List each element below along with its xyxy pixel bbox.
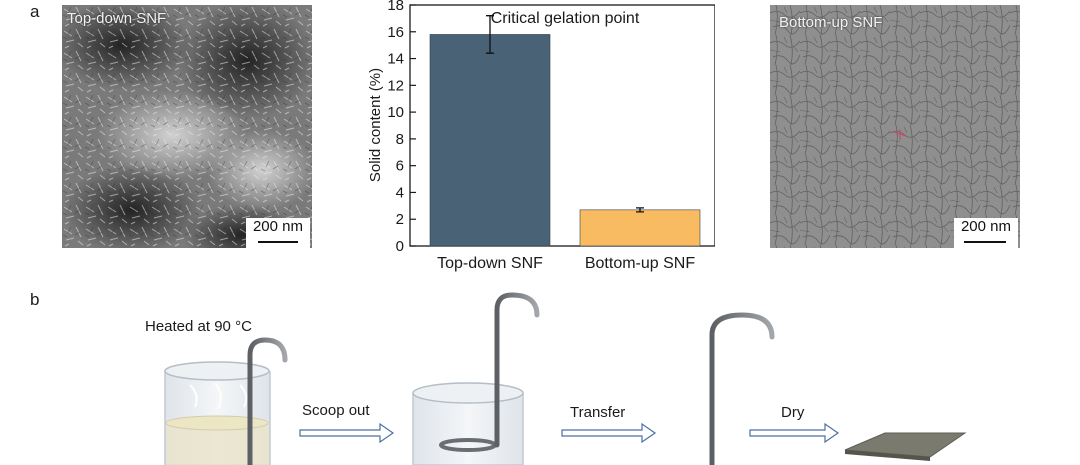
scale-bar-label-right: 200 nm: [954, 218, 1018, 248]
x-tick-label: Top-down SNF: [437, 255, 543, 272]
step-transfer: Transfer: [570, 404, 626, 421]
rod-2: [494, 292, 540, 448]
bars: [429, 15, 701, 247]
arrow-icon-3: [749, 422, 840, 444]
y-tick-label: 18: [387, 0, 404, 14]
tem-texture-bottom-up: [770, 5, 1020, 248]
error-bar: [636, 207, 644, 213]
panel-label-b: b: [30, 290, 40, 309]
y-tick-label: 14: [387, 51, 404, 68]
tem-texture-top-down: [62, 5, 312, 248]
step-scoop-out: Scoop out: [302, 402, 370, 419]
y-tick-label: 16: [387, 24, 404, 41]
arrow-icon-2: [561, 422, 657, 444]
y-tick-label: 0: [396, 238, 404, 255]
step-dry: Dry: [781, 404, 805, 421]
process-illustration: [164, 292, 967, 465]
scale-bar-label: 200 nm: [246, 218, 310, 248]
rod-3: [709, 312, 775, 465]
y-axis-label: Solid content (%): [367, 68, 384, 182]
y-tick-label: 8: [396, 131, 404, 148]
error-bar: [486, 15, 494, 54]
plot-frame: [409, 4, 715, 247]
marker-icon: [893, 129, 907, 140]
chart-title: Critical gelation point: [491, 10, 640, 27]
y-tick-label: 6: [396, 158, 404, 175]
bar: [579, 209, 701, 247]
scale-bar-line: [258, 241, 298, 243]
tem-caption-top-down: Top-down SNF: [67, 10, 167, 27]
heated-label: Heated at 90 °C: [145, 318, 252, 335]
tem-image-bottom-up: Bottom-up SNF 200 nm: [770, 5, 1020, 248]
y-tick-label: 4: [396, 184, 404, 201]
bar-chart: Critical gelation point Solid content (%…: [367, 0, 715, 272]
x-tick-labels: Top-down SNF Bottom-up SNF: [437, 255, 695, 272]
dried-film: [844, 432, 967, 458]
y-tick-label: 2: [396, 211, 404, 228]
beaker-heated: [164, 361, 271, 465]
tem-image-top-down: Top-down SNF 200 nm: [62, 5, 312, 248]
y-tick-label: 12: [387, 77, 404, 94]
y-tick-label: 10: [387, 104, 404, 121]
arrow-icon-1: [299, 422, 395, 444]
rod-1: [247, 337, 288, 465]
x-tick-label: Bottom-up SNF: [585, 255, 695, 272]
y-ticks: 0 2 4 6 8 10 12 14 16 18: [387, 0, 416, 255]
beaker-scoop: [412, 382, 524, 465]
tem-caption-bottom-up: Bottom-up SNF: [779, 14, 883, 31]
bar: [429, 34, 551, 247]
scale-bar-line-right: [964, 241, 1006, 243]
panel-label-a: a: [30, 2, 40, 21]
